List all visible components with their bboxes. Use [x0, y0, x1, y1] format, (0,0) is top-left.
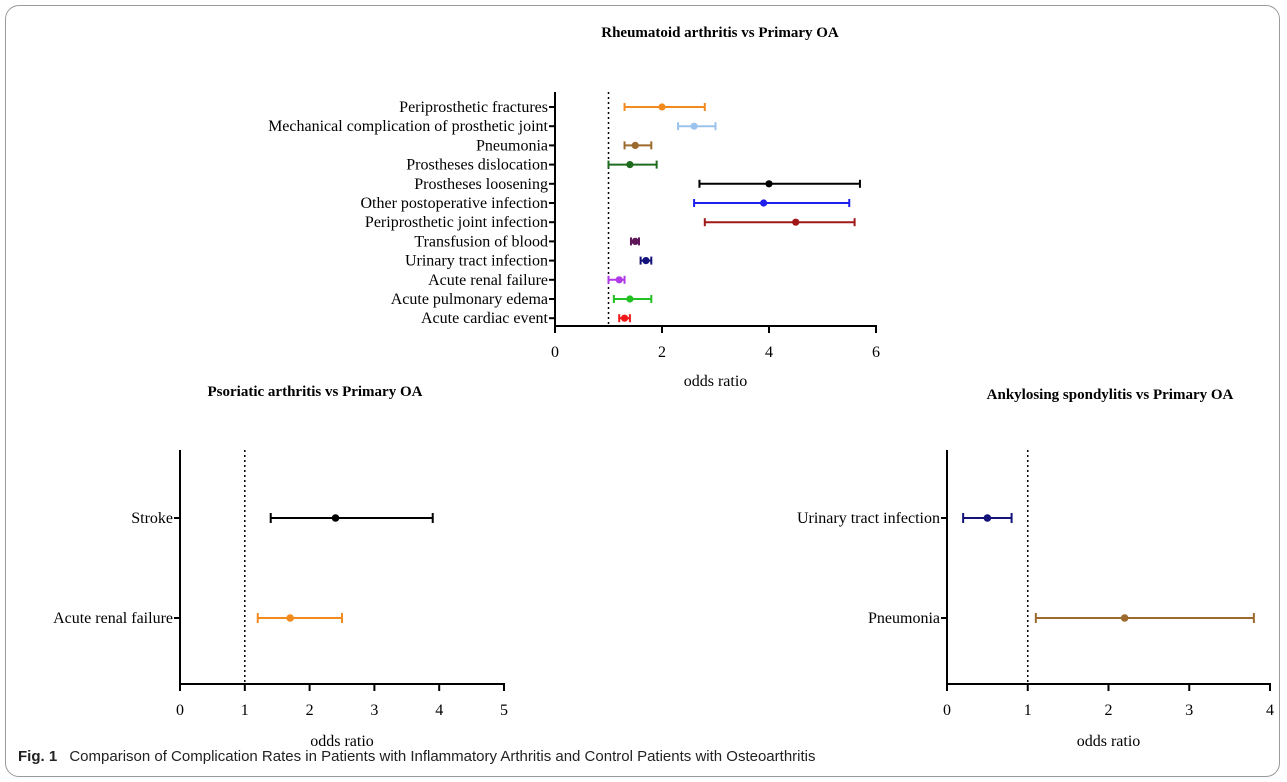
- odds-ratio-point: [983, 514, 992, 522]
- category-label: Mechanical complication of prosthetic jo…: [268, 118, 548, 135]
- chart-ankylosing: Ankylosing spondylitis vs Primary OA 0 1 2 3…: [797, 387, 1274, 750]
- category-label: Stroke: [131, 510, 173, 527]
- category-label: Urinary tract infection: [797, 510, 940, 527]
- odds-ratio-point: [642, 257, 650, 265]
- category-label: Prostheses loosening: [414, 176, 548, 193]
- category-label: Acute pulmonary edema: [391, 291, 548, 308]
- chart-psoriatic: Psoriatic arthritis vs Primary OA 0 1 2 3 4 5 o…: [53, 384, 508, 750]
- caption-text: Comparison of Complication Rates in Pati…: [69, 748, 816, 765]
- category-label: Acute cardiac event: [421, 310, 549, 327]
- chart-title: Psoriatic arthritis vs Primary OA: [208, 384, 423, 400]
- x-axis-title: odds ratio: [684, 373, 748, 390]
- odds-ratio-point: [760, 199, 768, 207]
- chart-rheumatoid: Rheumatoid arthritis vs Primary OA 0 2 4 6 od…: [268, 25, 880, 390]
- figure-frame: [5, 5, 1280, 777]
- x-tick-label: 0: [943, 702, 951, 719]
- x-tick-label: 1: [1024, 702, 1032, 719]
- x-tick-label: 5: [500, 702, 508, 719]
- odds-ratio-point: [631, 237, 639, 245]
- category-label: Other postoperative infection: [361, 195, 549, 212]
- odds-ratio-point: [658, 103, 666, 111]
- odds-ratio-point: [286, 614, 294, 622]
- odds-ratio-point: [1120, 614, 1129, 622]
- x-tick-label: 4: [435, 702, 443, 719]
- x-tick-label: 3: [1185, 702, 1193, 719]
- category-label: Periprosthetic joint infection: [365, 214, 548, 231]
- x-tick-label: 0: [551, 344, 559, 361]
- category-label: Urinary tract infection: [405, 253, 548, 270]
- figure-caption: Fig. 1 Comparison of Complication Rates …: [18, 748, 815, 765]
- x-tick-label: 1: [241, 702, 249, 719]
- odds-ratio-point: [690, 122, 698, 130]
- odds-ratio-point: [765, 180, 773, 188]
- category-label: Acute renal failure: [428, 272, 548, 289]
- x-tick-label: 3: [370, 702, 378, 719]
- x-tick-label: 4: [1266, 702, 1274, 719]
- x-axis-title: odds ratio: [310, 733, 374, 750]
- odds-ratio-point: [626, 161, 634, 169]
- odds-ratio-point: [620, 314, 629, 322]
- x-axis-title: odds ratio: [1077, 733, 1141, 750]
- category-label: Pneumonia: [868, 610, 940, 627]
- chart-title: Rheumatoid arthritis vs Primary OA: [601, 25, 839, 41]
- caption-label: Fig. 1: [18, 748, 58, 765]
- chart-title: Ankylosing spondylitis vs Primary OA: [987, 387, 1234, 403]
- x-tick-label: 4: [765, 344, 773, 361]
- x-tick-label: 2: [658, 344, 666, 361]
- odds-ratio-point: [626, 295, 634, 303]
- category-label: Periprosthetic fractures: [399, 99, 548, 116]
- x-tick-label: 2: [1105, 702, 1113, 719]
- x-tick-label: 6: [872, 344, 880, 361]
- category-label: Pneumonia: [476, 137, 548, 154]
- odds-ratio-point: [615, 276, 623, 284]
- category-label: Transfusion of blood: [414, 233, 548, 250]
- category-label: Prostheses dislocation: [406, 157, 548, 174]
- x-tick-label: 0: [176, 702, 184, 719]
- odds-ratio-point: [792, 218, 800, 226]
- x-tick-label: 2: [306, 702, 314, 719]
- odds-ratio-point: [331, 514, 340, 522]
- category-label: Acute renal failure: [53, 610, 173, 627]
- odds-ratio-point: [631, 141, 639, 149]
